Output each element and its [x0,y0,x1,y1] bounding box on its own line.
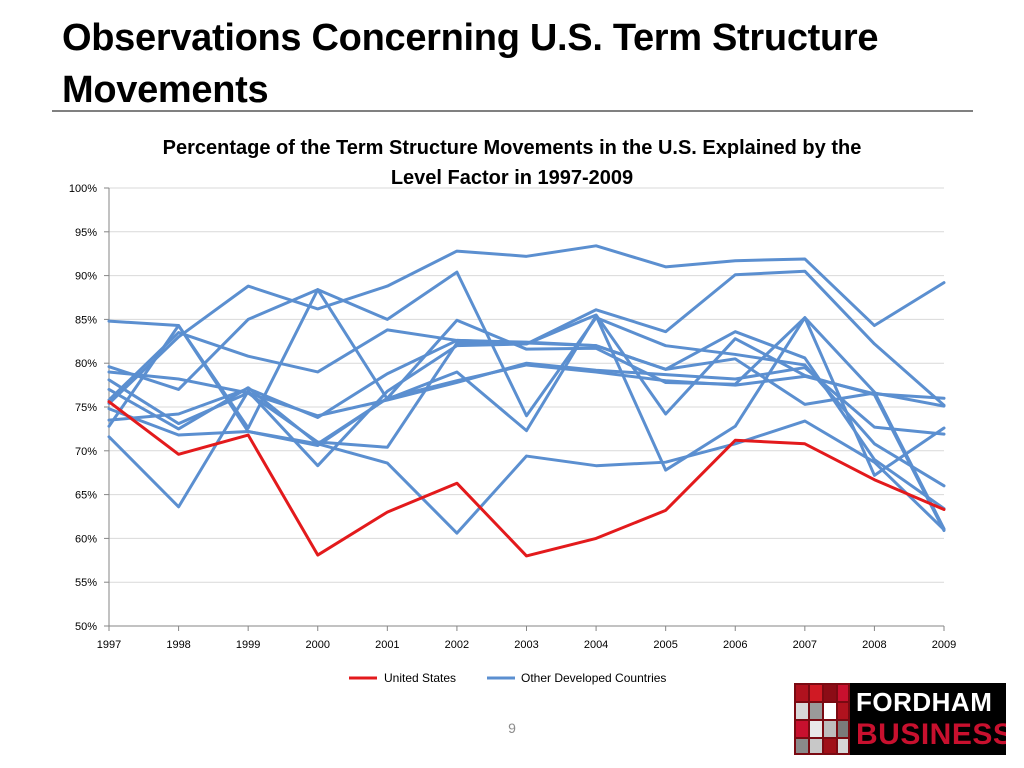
y-tick-label: 95% [75,227,97,239]
series-line-other-country [107,363,946,446]
series-lines [107,244,946,558]
logo-mosaic-icon [794,683,850,755]
y-tick-label: 65% [75,490,97,502]
series-line-other-country [107,244,946,405]
series-line-other-country [107,407,946,535]
gridlines [109,187,944,583]
y-tick-label: 60% [75,533,97,545]
y-tick-label: 50% [75,621,97,633]
y-tick-label: 85% [75,314,97,326]
logo-word-business: BUSINESS [856,718,1006,751]
chart-title: Percentage of the Term Structure Movemen… [162,137,862,189]
x-tick-label: 1998 [166,639,190,651]
x-tick-label: 2001 [375,639,399,651]
y-tick-label: 90% [75,271,97,283]
x-tick-label: 2005 [653,639,677,651]
x-tick-label: 1997 [97,639,121,651]
x-tick-label: 2004 [584,639,608,651]
slide-title: Observations Concerning U.S. Term Struct… [62,17,879,111]
x-tick-label: 2008 [862,639,886,651]
series-line-other-country [107,361,946,436]
legend: United States Other Developed Countries [349,671,666,685]
legend-label: United States [384,671,456,685]
fordham-business-logo: FORDHAM BUSINESS [794,683,1006,755]
x-tick-label: 2007 [793,639,817,651]
x-tick-label: 2000 [306,639,330,651]
x-tick-label: 2003 [514,639,538,651]
y-tick-label: 80% [75,358,97,370]
axes: 50% 55% 60% 65% 70% 75% 80% 85% 90% 95% 100% 1997 19… [69,183,956,651]
series-line-other-country [107,328,946,511]
page-number: 9 [508,720,516,736]
y-tick-label: 70% [75,446,97,458]
logo-word-fordham: FORDHAM [856,687,993,717]
y-tick-label: 55% [75,577,97,589]
y-tick-label: 100% [69,183,97,195]
x-tick-label: 2002 [445,639,469,651]
legend-label: Other Developed Countries [521,671,666,685]
x-tick-label: 1999 [236,639,260,651]
x-tick-label: 2009 [932,639,956,651]
series-line-united-states [107,400,946,558]
title-divider [52,110,973,112]
x-tick-label: 2006 [723,639,747,651]
y-tick-label: 75% [75,402,97,414]
series-line-other-country [107,270,946,488]
